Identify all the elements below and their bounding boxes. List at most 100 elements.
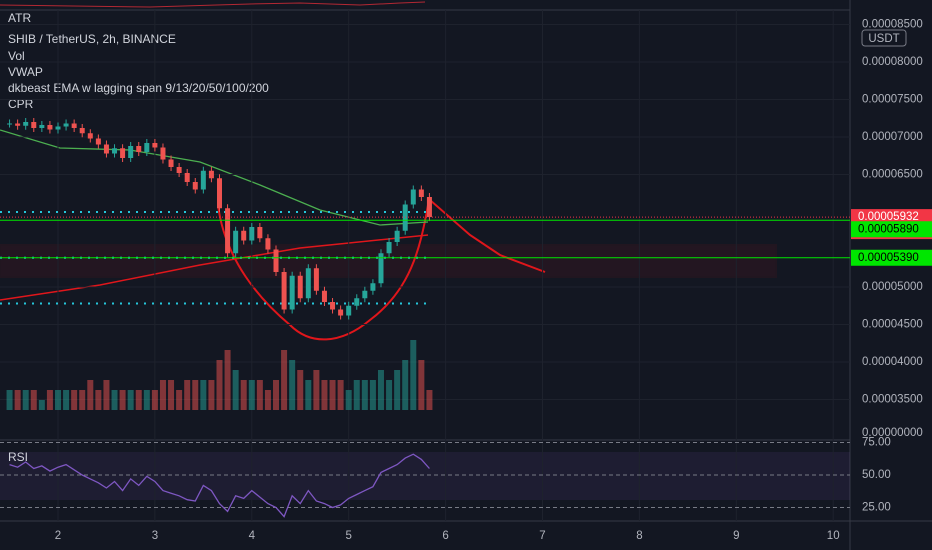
candle-body xyxy=(305,268,311,299)
volume-bar xyxy=(369,380,376,410)
candle-body xyxy=(249,227,255,241)
indicator-label: Vol xyxy=(8,49,25,63)
candle-body xyxy=(354,298,360,306)
candle-body xyxy=(281,272,287,310)
volume-bar xyxy=(281,350,288,410)
volume-bar xyxy=(46,390,53,410)
candle-body xyxy=(128,146,134,158)
candle-body xyxy=(265,238,271,250)
rsi-band xyxy=(0,452,850,500)
volume-bar xyxy=(232,370,239,410)
candle-body xyxy=(362,290,368,299)
indicator-label: dkbeast EMA w lagging span 9/13/20/50/10… xyxy=(8,81,269,95)
volume-bar xyxy=(386,380,393,410)
x-tick-label: 4 xyxy=(249,530,256,542)
volume-bar xyxy=(14,390,21,410)
candle-body xyxy=(257,227,263,239)
candle-body xyxy=(23,122,29,126)
candle-body xyxy=(184,173,190,182)
volume-bar xyxy=(289,360,296,410)
candle-body xyxy=(225,208,231,254)
candle-body xyxy=(47,125,53,130)
volume-bar xyxy=(410,340,417,410)
candle-body xyxy=(394,230,400,242)
y-tick-label: 0.00003500 xyxy=(862,394,923,406)
x-tick-label: 10 xyxy=(827,530,840,542)
candle-body xyxy=(87,133,93,139)
x-tick-label: 6 xyxy=(442,530,448,542)
volume-bar xyxy=(192,380,199,410)
candle-body xyxy=(402,204,408,231)
drawing-curve xyxy=(217,198,546,341)
candle-body xyxy=(120,148,126,158)
volume-bar xyxy=(143,390,150,410)
volume-bar xyxy=(337,380,344,410)
price-tag xyxy=(851,221,932,238)
candle-body xyxy=(233,230,239,254)
candle-body xyxy=(346,305,352,316)
volume-axis-label: 0.00000000 xyxy=(862,427,923,439)
volume-bar xyxy=(305,380,312,410)
volume-bar xyxy=(22,390,29,410)
candle-body xyxy=(112,148,118,154)
volume-bar xyxy=(418,360,425,410)
price-tag-label: 0.00005890 xyxy=(858,223,919,235)
rsi-tick-label: 50.00 xyxy=(862,469,891,481)
candle-body xyxy=(176,167,182,173)
candle-body xyxy=(313,268,319,291)
volume-bar xyxy=(402,360,409,410)
volume-bar xyxy=(377,370,384,410)
candle-body xyxy=(241,230,247,241)
candle-body xyxy=(426,197,432,218)
volume-bar xyxy=(119,390,126,410)
y-tick-label: 0.00005000 xyxy=(862,281,923,293)
y-tick-label: 0.00007500 xyxy=(862,94,923,106)
candle-body xyxy=(289,275,295,310)
candle-body xyxy=(192,182,198,190)
candle-body xyxy=(216,178,222,209)
candle-body xyxy=(418,189,424,197)
candle-body xyxy=(152,143,158,148)
currency-badge xyxy=(861,29,907,47)
volume-bar xyxy=(95,390,102,410)
volume-bar xyxy=(200,380,207,410)
candle-body xyxy=(338,309,344,316)
volume-bar xyxy=(240,380,247,410)
x-tick-label: 5 xyxy=(345,530,351,542)
volume-bar xyxy=(111,390,118,410)
candle-body xyxy=(410,189,416,205)
candle-body xyxy=(15,123,21,126)
candle-body xyxy=(79,128,85,134)
candle-body xyxy=(31,122,37,128)
y-tick-label: 0.00004500 xyxy=(862,319,923,331)
y-tick-label: 0.00006500 xyxy=(862,169,923,181)
candle-body xyxy=(7,123,13,125)
indicator-label: CPR xyxy=(8,97,34,111)
volume-bar xyxy=(38,400,45,410)
price-tag-label: 0.00005390 xyxy=(858,252,919,264)
x-tick-label: 3 xyxy=(152,530,158,542)
volume-bar xyxy=(329,380,336,410)
candle-body xyxy=(370,283,376,291)
candle-body xyxy=(168,159,174,167)
candle-body xyxy=(39,125,45,128)
volume-bar xyxy=(54,390,61,410)
candle-body xyxy=(95,138,101,145)
candle-body xyxy=(208,170,214,179)
price-tag xyxy=(851,249,932,266)
y-tick-label: 0.00008500 xyxy=(862,19,923,31)
volume-bar xyxy=(151,390,158,410)
candle-body xyxy=(378,253,384,284)
volume-bar xyxy=(345,390,352,410)
volume-bar xyxy=(6,390,13,410)
volume-bar xyxy=(127,390,134,410)
candle-body xyxy=(200,170,206,190)
x-tick-label: 2 xyxy=(55,530,61,542)
volume-bar xyxy=(256,380,263,410)
volume-bar xyxy=(248,380,255,410)
volume-bar xyxy=(224,350,231,410)
volume-bar xyxy=(264,390,271,410)
volume-bar xyxy=(216,360,223,410)
volume-bar xyxy=(208,380,215,410)
volume-bar xyxy=(176,390,183,410)
